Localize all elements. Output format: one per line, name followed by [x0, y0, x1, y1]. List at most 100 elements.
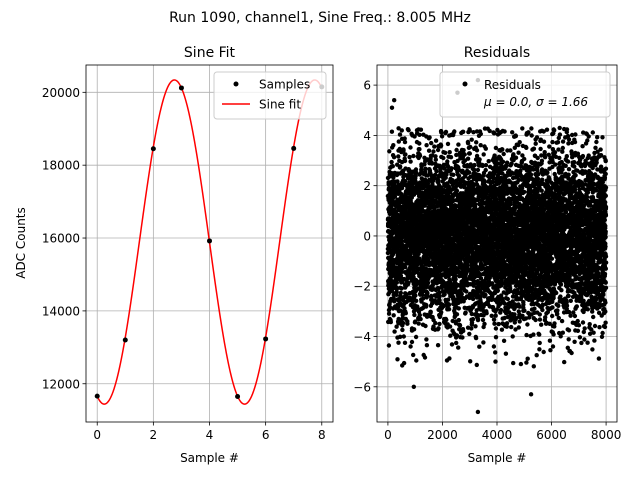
- residual-point: [387, 149, 392, 154]
- sine-fit-xtick-label: 8: [318, 428, 326, 442]
- residual-point: [418, 316, 423, 322]
- residual-point: [478, 131, 483, 137]
- sine-fit-ytick-label: 18000: [42, 159, 80, 173]
- residual-point: [391, 143, 396, 148]
- residual-point: [510, 334, 515, 339]
- residual-point: [417, 153, 423, 158]
- residual-point: [462, 152, 467, 157]
- sine-fit-xlabel: Sample #: [180, 451, 239, 465]
- residual-point: [403, 152, 408, 157]
- residual-point: [441, 155, 446, 161]
- residual-point: [408, 159, 413, 164]
- residual-point: [493, 359, 498, 364]
- residual-point: [399, 128, 404, 133]
- residual-point: [407, 154, 412, 160]
- residual-point: [489, 313, 494, 318]
- residual-point: [411, 352, 416, 358]
- residual-point: [435, 343, 441, 348]
- residual-point: [493, 313, 498, 318]
- residual-point: [504, 321, 510, 326]
- residual-point: [417, 132, 422, 137]
- residual-point: [396, 126, 401, 131]
- residual-point: [439, 310, 444, 315]
- sine-fit-ytick-label: 20000: [42, 86, 80, 100]
- residual-point: [388, 319, 393, 325]
- residual-point: [483, 146, 488, 151]
- residual-point: [502, 129, 507, 134]
- residual-point: [486, 159, 491, 164]
- residual-point: [469, 326, 474, 331]
- residual-point: [391, 155, 397, 160]
- residual-point: [501, 338, 507, 343]
- residual-point: [469, 137, 474, 142]
- sine-fit-legend: Samples Sine fit: [213, 71, 327, 120]
- residual-point: [428, 309, 433, 314]
- residual-point: [513, 155, 519, 160]
- residual-point: [483, 163, 489, 168]
- residual-point: [424, 343, 430, 348]
- sine-fit-xtick-label: 2: [150, 428, 158, 442]
- residual-point: [495, 288, 500, 293]
- residual-point: [517, 319, 522, 324]
- residual-point: [395, 357, 400, 362]
- sine-fit-xtick-label: 4: [206, 428, 214, 442]
- residual-point: [474, 362, 479, 368]
- residual-point: [394, 286, 399, 292]
- residual-point: [452, 129, 457, 134]
- residual-point: [447, 150, 452, 155]
- legend-samples-label: Samples: [259, 78, 310, 92]
- residual-point: [516, 150, 521, 155]
- residual-point: [448, 155, 454, 160]
- residuals-title: Residuals: [464, 45, 530, 61]
- sine-fit-axes: Sine Fit 0 2 4 6 81200014000160001800020000 …: [14, 45, 334, 465]
- residual-point: [467, 170, 472, 175]
- residual-point: [433, 138, 439, 143]
- sample-point: [235, 394, 241, 399]
- residual-point: [518, 361, 524, 367]
- residual-point: [439, 134, 445, 139]
- residual-point: [451, 172, 456, 177]
- residual-point: [460, 335, 465, 340]
- residual-point: [474, 140, 479, 145]
- residual-point: [482, 321, 487, 327]
- residual-point: [446, 307, 452, 312]
- residual-point: [480, 317, 486, 323]
- residual-point: [401, 360, 407, 366]
- residual-point: [465, 156, 471, 161]
- residual-point: [433, 157, 438, 162]
- residual-point: [443, 129, 449, 135]
- residual-point: [433, 320, 438, 326]
- sample-point: [122, 337, 128, 343]
- residual-point: [447, 324, 453, 329]
- residual-point: [483, 292, 488, 298]
- residual-point: [445, 141, 451, 147]
- residual-point: [456, 317, 461, 323]
- sine-fit-ylabel: ADC Counts: [14, 207, 28, 279]
- sample-point: [178, 85, 184, 91]
- residual-point: [425, 280, 431, 286]
- residual-point: [457, 323, 463, 328]
- residual-point: [444, 317, 449, 323]
- residual-point: [449, 342, 455, 347]
- residual-point: [436, 326, 441, 331]
- residual-point: [397, 132, 403, 137]
- sine-fit-legend-box: [213, 71, 327, 120]
- residual-point: [392, 299, 397, 304]
- sine-fit-ytick-label: 14000: [42, 304, 80, 318]
- residual-point: [400, 238, 405, 244]
- residual-point: [413, 293, 418, 298]
- residual-point: [416, 321, 421, 326]
- residual-point: [403, 265, 408, 270]
- residual-point: [420, 292, 425, 297]
- residual-point: [424, 302, 429, 308]
- residual-point: [484, 311, 489, 316]
- residual-point: [414, 358, 419, 363]
- residual-point: [500, 159, 506, 164]
- residual-point: [397, 164, 403, 169]
- residual-point: [491, 317, 497, 322]
- sine-fit-ytick-label: 16000: [42, 232, 80, 246]
- residual-point: [390, 164, 395, 169]
- residual-point: [396, 154, 401, 159]
